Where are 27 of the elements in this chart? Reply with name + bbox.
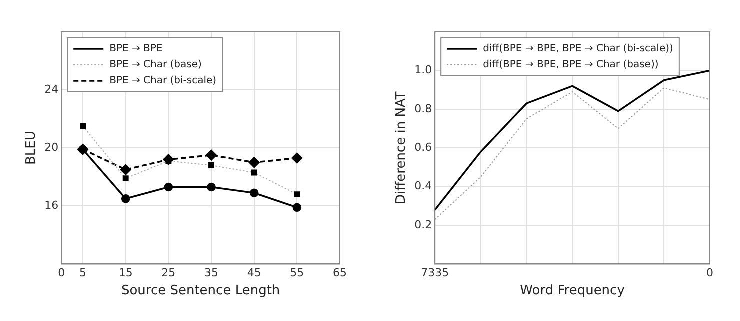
x-tick-label: 45 (247, 266, 262, 280)
y-tick-label: 0.4 (414, 180, 432, 193)
legend-label: BPE → Char (bi-scale) (110, 76, 217, 87)
x-tick-label: 0 (706, 266, 714, 280)
x-tick-label: 25 (162, 266, 176, 280)
x-tick-label: 65 (333, 266, 347, 280)
x-tick-label: 55 (290, 266, 304, 280)
y-axis-title: Difference in NAT (394, 92, 410, 204)
x-tick-label: 0 (58, 266, 66, 280)
x-tick-label: 7335 (421, 266, 450, 280)
y-tick-label: 0.2 (414, 218, 432, 232)
y-tick-label: 20 (44, 140, 59, 154)
x-tick-label: 35 (204, 266, 219, 280)
x-axis-title: Word Frequency (520, 284, 626, 299)
y-tick-label: 1.0 (414, 64, 432, 77)
x-axis-title: Source Sentence Length (121, 284, 280, 299)
y-tick-label: 16 (44, 199, 59, 212)
y-tick-label: 0.6 (414, 140, 432, 154)
legend-label: BPE → Char (base) (110, 60, 202, 71)
x-tick-label: 5 (80, 266, 87, 280)
y-axis-title: BLEU (24, 131, 40, 166)
y-tick-label: 0.8 (414, 102, 432, 116)
legend-label: diff(BPE → BPE, BPE → Char (bi-scale)) (483, 44, 674, 55)
y-tick-label: 24 (44, 82, 59, 96)
legend-label: BPE → BPE (110, 44, 163, 55)
legend-label: diff(BPE → BPE, BPE → Char (base)) (483, 60, 659, 71)
x-tick-label: 15 (118, 266, 133, 280)
